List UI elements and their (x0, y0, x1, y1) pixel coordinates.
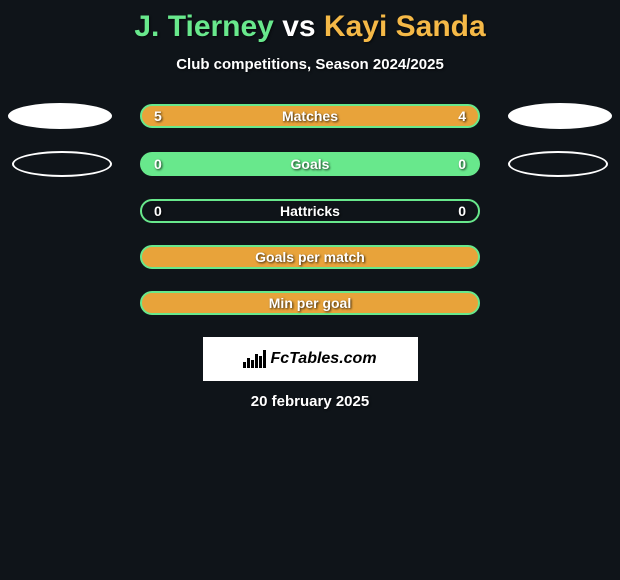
stat-label: Goals per match (255, 249, 365, 265)
season-subtitle: Club competitions, Season 2024/2025 (0, 56, 620, 73)
stat-row: 5 Matches 4 (0, 103, 620, 129)
comparison-widget: J. Tierney vs Kayi Sanda Club competitio… (0, 0, 620, 420)
right-oval (508, 103, 612, 129)
stat-row: Min per goal (0, 291, 620, 315)
stat-label: Min per goal (269, 295, 351, 311)
stat-row: 0 Goals 0 (0, 151, 620, 177)
brand-text: FcTables.com (270, 350, 376, 368)
stat-bar: 0 Hattricks 0 (140, 199, 480, 223)
stat-rows: 5 Matches 4 0 Goals 0 0 Hattricks 0 Goals per mat… (0, 103, 620, 315)
stat-label: Goals (291, 156, 330, 172)
stat-value-right: 0 (458, 203, 466, 219)
stat-bar: 5 Matches 4 (140, 104, 480, 128)
stat-value-left: 0 (154, 203, 162, 219)
player2-name: Kayi Sanda (324, 10, 486, 43)
stat-label: Hattricks (280, 203, 340, 219)
comparison-title: J. Tierney vs Kayi Sanda (0, 10, 620, 44)
snapshot-date: 20 february 2025 (0, 393, 620, 410)
stat-value-right: 0 (458, 156, 466, 172)
right-oval (508, 151, 608, 177)
vs-text: vs (274, 10, 324, 43)
brand-badge: FcTables.com (203, 337, 418, 381)
left-oval (12, 151, 112, 177)
chart-icon (243, 350, 266, 368)
stat-bar: Min per goal (140, 291, 480, 315)
stat-value-right: 4 (458, 108, 466, 124)
stat-bar: Goals per match (140, 245, 480, 269)
stat-value-left: 5 (154, 108, 162, 124)
stat-value-left: 0 (154, 156, 162, 172)
player1-name: J. Tierney (134, 10, 274, 43)
stat-label: Matches (282, 108, 338, 124)
left-oval (8, 103, 112, 129)
stat-row: Goals per match (0, 245, 620, 269)
stat-row: 0 Hattricks 0 (0, 199, 620, 223)
stat-bar: 0 Goals 0 (140, 152, 480, 176)
